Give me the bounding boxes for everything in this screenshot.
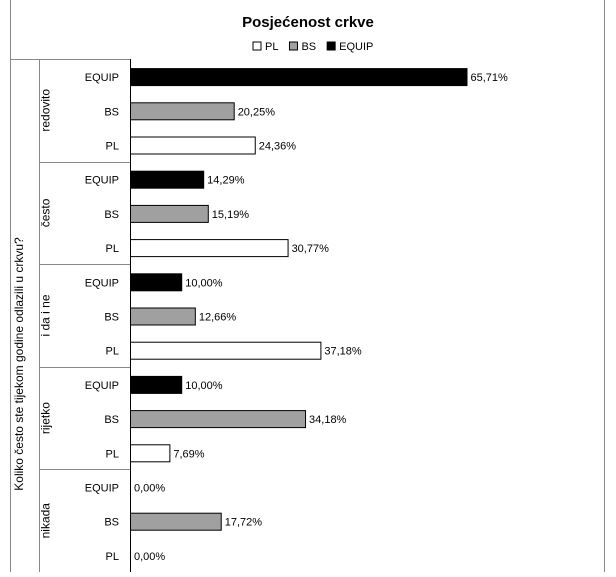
series-tick-label-bs: BS [104, 106, 119, 118]
bar-rijetko-equip [130, 375, 183, 394]
legend-label-equip: EQUIP [339, 41, 373, 53]
bar-esto-equip [130, 170, 205, 189]
data-label-esto-bs: 15,19% [212, 209, 250, 221]
data-label-i-da-i-ne-pl: 37,18% [324, 346, 362, 358]
series-tick-label-pl: PL [106, 346, 119, 358]
series-tick-label-equip: EQUIP [85, 277, 119, 289]
category-label-redovito: redovito [39, 89, 53, 132]
category-label-esto: često [39, 198, 53, 227]
bar-redovito-pl [130, 136, 256, 155]
category-label-rijetko: rijetko [39, 402, 53, 434]
series-tick-label-equip: EQUIP [85, 483, 119, 495]
bar-nikada-bs [130, 512, 222, 531]
y-axis-title: Koliko često ste tijekom godine odlazili… [12, 237, 26, 491]
legend-label-bs: BS [301, 41, 316, 53]
data-label-nikada-pl: 0,00% [134, 551, 165, 563]
data-label-esto-equip: 14,29% [207, 175, 245, 187]
series-tick-label-equip: EQUIP [85, 175, 119, 187]
bar-rijetko-bs [130, 410, 307, 429]
bar-i-da-i-ne-pl [130, 341, 322, 360]
data-label-i-da-i-ne-equip: 10,00% [185, 277, 223, 289]
series-tick-label-bs: BS [104, 209, 119, 221]
legend-swatch-pl [252, 41, 262, 51]
legend-label-pl: PL [265, 41, 278, 53]
bar-redovito-bs [130, 102, 235, 121]
series-tick-label-bs: BS [104, 517, 119, 529]
series-tick-label-bs: BS [104, 414, 119, 426]
bar-redovito-equip [130, 68, 468, 87]
series-tick-label-bs: BS [104, 312, 119, 324]
data-label-esto-pl: 30,77% [292, 243, 330, 255]
data-label-nikada-bs: 17,72% [225, 517, 263, 529]
data-label-redovito-bs: 20,25% [238, 106, 276, 118]
series-tick-label-pl: PL [106, 141, 119, 153]
series-tick-label-equip: EQUIP [85, 72, 119, 84]
data-label-redovito-pl: 24,36% [259, 141, 297, 153]
data-label-rijetko-pl: 7,69% [173, 448, 204, 460]
legend-swatch-equip [326, 41, 336, 51]
data-label-redovito-equip: 65,71% [471, 72, 509, 84]
data-label-rijetko-equip: 10,00% [185, 380, 223, 392]
plot-area: redovito EQUIP 65,71% BS 20,25% PL 24,36% često… [10, 59, 508, 572]
series-tick-label-equip: EQUIP [85, 380, 119, 392]
category-label-i-da-i-ne: i da i ne [39, 294, 53, 336]
data-label-i-da-i-ne-bs: 12,66% [199, 312, 237, 324]
series-tick-label-pl: PL [106, 448, 119, 460]
category-label-nikada: nikada [39, 503, 53, 539]
bar-esto-pl [130, 239, 289, 258]
data-label-rijetko-bs: 34,18% [309, 414, 347, 426]
chart-legend: PL BS EQUIP [252, 41, 373, 53]
data-label-nikada-equip: 0,00% [134, 483, 165, 495]
bar-esto-bs [130, 204, 209, 223]
bar-i-da-i-ne-equip [130, 273, 183, 292]
series-tick-label-pl: PL [106, 243, 119, 255]
series-tick-label-pl: PL [106, 551, 119, 563]
bar-i-da-i-ne-bs [130, 307, 196, 326]
chart-title: Posjećenost crkve [242, 14, 374, 31]
bar-rijetko-pl [130, 444, 171, 463]
legend-swatch-bs [288, 41, 298, 51]
